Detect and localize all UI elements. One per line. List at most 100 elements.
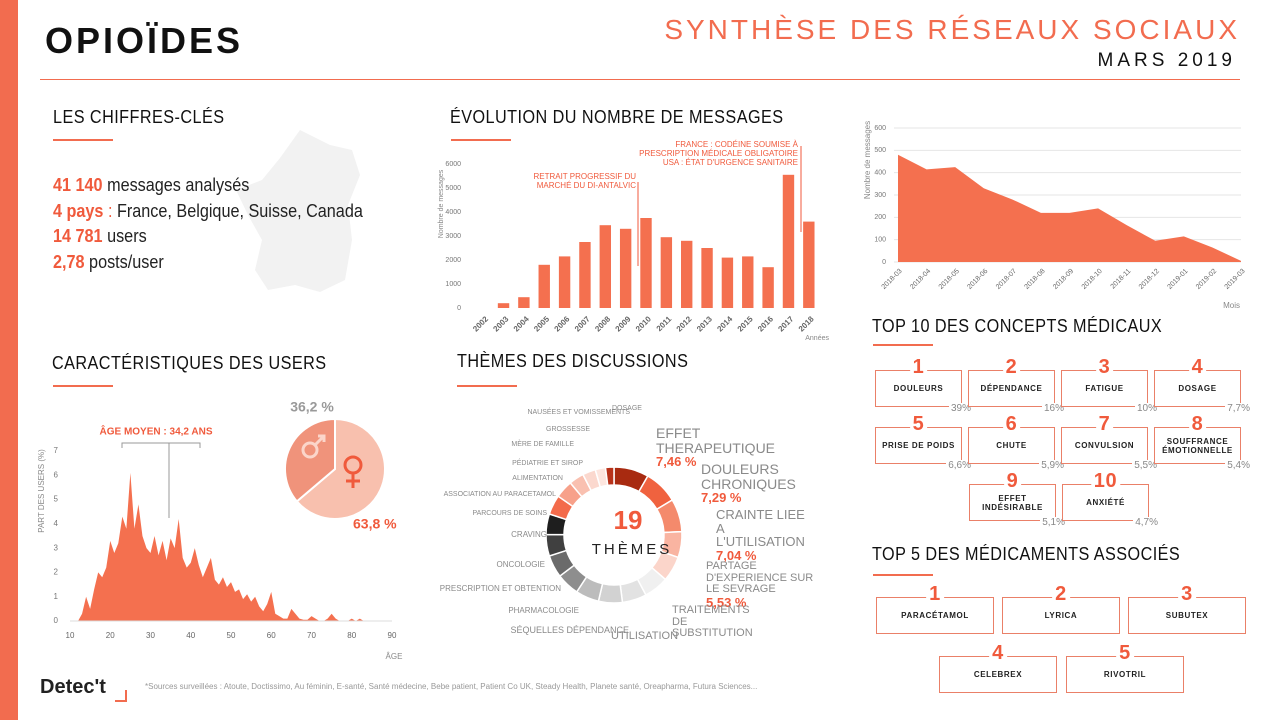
- x-tick-label: 2019-02: [1195, 268, 1218, 291]
- x-tick-label: 2018-03: [881, 268, 904, 291]
- y-tick-label: 3000: [445, 233, 461, 240]
- concept-rank: 5: [909, 413, 928, 435]
- bar: [803, 221, 815, 308]
- theme-value: 7,04 %: [716, 547, 757, 563]
- section-title: ÉVOLUTION DU NOMBRE DE MESSAGES: [450, 107, 784, 127]
- donut-center-value: 19: [614, 505, 643, 535]
- x-tick-label: 2019-01: [1166, 268, 1189, 291]
- x-tick-label: 2017: [776, 314, 795, 333]
- y-tick-label: 7: [54, 446, 59, 455]
- concept-name: EFFET INDÉSIRABLE: [982, 493, 1043, 512]
- key-figure-value: 14 781: [53, 226, 103, 246]
- y-tick-label: 200: [874, 214, 886, 221]
- concept-name: ANXIÉTÉ: [1086, 498, 1125, 507]
- x-tick-label: 40: [186, 631, 195, 640]
- theme-label: CRAINTE LIEE A L'UTILISATION 7,04 %: [716, 508, 808, 563]
- drug-box: 1 PARACÉTAMOL: [876, 583, 994, 634]
- pie-value-label: 63,8 %: [353, 516, 397, 532]
- bar: [782, 174, 795, 308]
- x-tick-label: 2005: [532, 314, 551, 333]
- drug-rank: 1: [926, 583, 944, 605]
- concept-share: 16%: [1041, 403, 1066, 414]
- x-tick-label: 2002: [471, 314, 490, 333]
- key-figure-label: France, Belgique, Suisse, Canada: [116, 200, 363, 221]
- concept-box: 10 ANXIÉTÉ 4,7%: [1062, 470, 1160, 528]
- x-tick-label: 2014: [715, 314, 734, 333]
- key-figure-value: 2,78: [53, 251, 85, 272]
- section-title: THÈMES DES DISCUSSIONS: [457, 351, 689, 371]
- drug-rank: 5: [1116, 642, 1134, 664]
- y-tick-label: 0: [457, 305, 461, 312]
- key-figure: 2,78 posts/user: [53, 252, 164, 273]
- section-underline: [53, 385, 113, 387]
- bar: [701, 248, 713, 308]
- y-axis-label: PART DES USERS (%): [37, 449, 46, 533]
- drug-rank: 2: [1052, 583, 1070, 605]
- theme-label: PÉDIATRIE ET SIROP: [473, 460, 583, 467]
- key-figure-value: 41 140: [53, 175, 103, 195]
- section-title: LES CHIFFRES-CLÉS: [53, 107, 225, 127]
- x-axis-label: Années: [805, 335, 829, 342]
- theme-name: PHARMACOLOGIE: [508, 606, 579, 615]
- drug-name: LYRICA: [1044, 611, 1078, 620]
- x-tick-label: 2013: [695, 314, 714, 333]
- x-tick-label: 90: [388, 631, 397, 640]
- logo-mark: [115, 690, 127, 702]
- theme-name: PRESCRIPTION ET OBTENTION: [439, 584, 561, 593]
- x-tick-label: 2008: [593, 314, 612, 333]
- concept-name: DOULEURS: [893, 384, 944, 393]
- x-tick-label: 10: [66, 631, 75, 640]
- drug-rank: 3: [1178, 583, 1196, 605]
- x-tick-label: 80: [347, 631, 356, 640]
- key-figure-label: users: [107, 226, 147, 246]
- chart-annotation: RETRAIT PROGRESSIF DU MARCHÉ DU DI-ANTAL…: [533, 172, 636, 190]
- page-date: MARS 2019: [1097, 50, 1236, 71]
- drug-name: CELEBREX: [973, 670, 1023, 679]
- drug-rank: 4: [989, 642, 1007, 664]
- key-figure-value: 4 pays: [53, 200, 104, 221]
- x-tick-label: 2010: [634, 314, 653, 333]
- theme-value: 7,46 %: [656, 454, 697, 470]
- theme-label: ALIMENTATION: [473, 475, 563, 482]
- bar: [599, 225, 611, 308]
- x-tick-label: 2018-07: [995, 268, 1018, 291]
- y-tick-label: 600: [874, 125, 886, 132]
- x-tick-label: 2018-06: [966, 268, 989, 291]
- page-title: OPIOÏDES: [45, 20, 244, 61]
- pie-slice: [295, 417, 386, 520]
- y-tick-label: 6: [54, 470, 59, 479]
- theme-label: ASSOCIATION AU PARACETAMOL: [426, 491, 556, 498]
- theme-name: TRAITEMENTS DE SUBSTITUTION: [672, 604, 753, 640]
- drug-box: 2 LYRICA: [1002, 583, 1120, 634]
- y-tick-label: 4: [54, 519, 59, 528]
- concept-share: 4,7%: [1133, 517, 1160, 528]
- x-tick-label: 20: [106, 631, 115, 640]
- y-tick-label: 2000: [445, 257, 461, 264]
- concept-rank: 9: [1003, 470, 1022, 492]
- drug-name: PARACÉTAMOL: [901, 611, 969, 620]
- y-axis-label: Nombre de messages: [438, 169, 445, 238]
- y-axis-label: Nombre de messages: [863, 121, 872, 199]
- theme-label: DOULEURS CHRONIQUES 7,29 %: [701, 462, 841, 505]
- y-tick-label: 4000: [445, 209, 461, 216]
- theme-label: PARTAGE D'EXPERIENCE SUR LE SEVRAGE 5,53 …: [706, 560, 816, 610]
- theme-value: 5,53 %: [706, 594, 747, 610]
- concept-name: CHUTE: [996, 441, 1027, 450]
- section-underline: [873, 344, 933, 346]
- bar: [660, 237, 673, 308]
- concept-share: 6,6%: [946, 460, 973, 471]
- bar: [640, 218, 652, 308]
- concept-rank: 1: [909, 356, 928, 378]
- x-tick-label: 2006: [553, 314, 572, 333]
- y-tick-label: 100: [874, 237, 886, 244]
- sources-note: *Sources surveillées : Atoute, Doctissim…: [145, 682, 758, 691]
- bar: [742, 256, 754, 308]
- y-tick-label: 400: [874, 170, 886, 177]
- concept-box: 4 DOSAGE 7,7%: [1154, 356, 1252, 414]
- theme-name: PARTAGE D'EXPERIENCE SUR LE SEVRAGE: [706, 560, 814, 596]
- concept-share: 39%: [948, 403, 973, 414]
- area: [70, 472, 372, 621]
- concept-name: FATIGUE: [1085, 384, 1124, 393]
- y-tick-label: 500: [874, 147, 886, 154]
- concept-share: 5,5%: [1132, 460, 1159, 471]
